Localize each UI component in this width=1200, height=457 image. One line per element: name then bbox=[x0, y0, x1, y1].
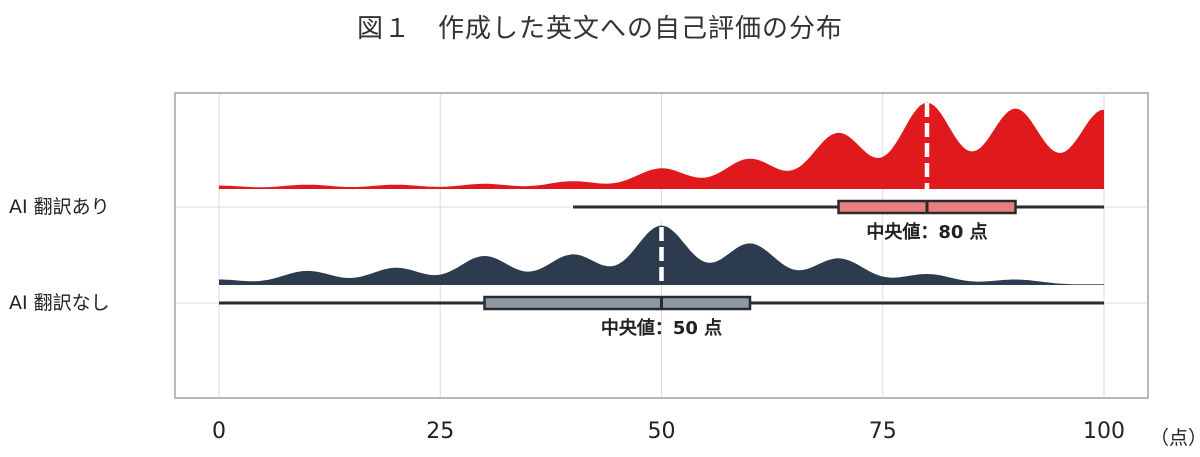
figure-title: 図１ 作成した英文への自己評価の分布 bbox=[356, 14, 843, 44]
x-tick-label: 75 bbox=[869, 419, 897, 444]
x-unit-label: （点） bbox=[1150, 427, 1200, 449]
x-tick-label: 0 bbox=[212, 419, 226, 444]
density-ridge-0 bbox=[219, 102, 1104, 189]
category-label-0: AI 翻訳あり bbox=[9, 196, 110, 218]
x-tick-label: 25 bbox=[426, 419, 454, 444]
x-tick-label: 50 bbox=[648, 419, 676, 444]
median-label-1: 中央値：50 点 bbox=[601, 317, 722, 339]
category-label-1: AI 翻訳なし bbox=[9, 292, 110, 314]
box-1 bbox=[483, 295, 752, 311]
median-label-0: 中央値：80 点 bbox=[866, 221, 987, 243]
box-plots bbox=[219, 199, 1104, 311]
x-tick-label: 100 bbox=[1083, 419, 1125, 444]
density-ridges bbox=[219, 102, 1104, 287]
